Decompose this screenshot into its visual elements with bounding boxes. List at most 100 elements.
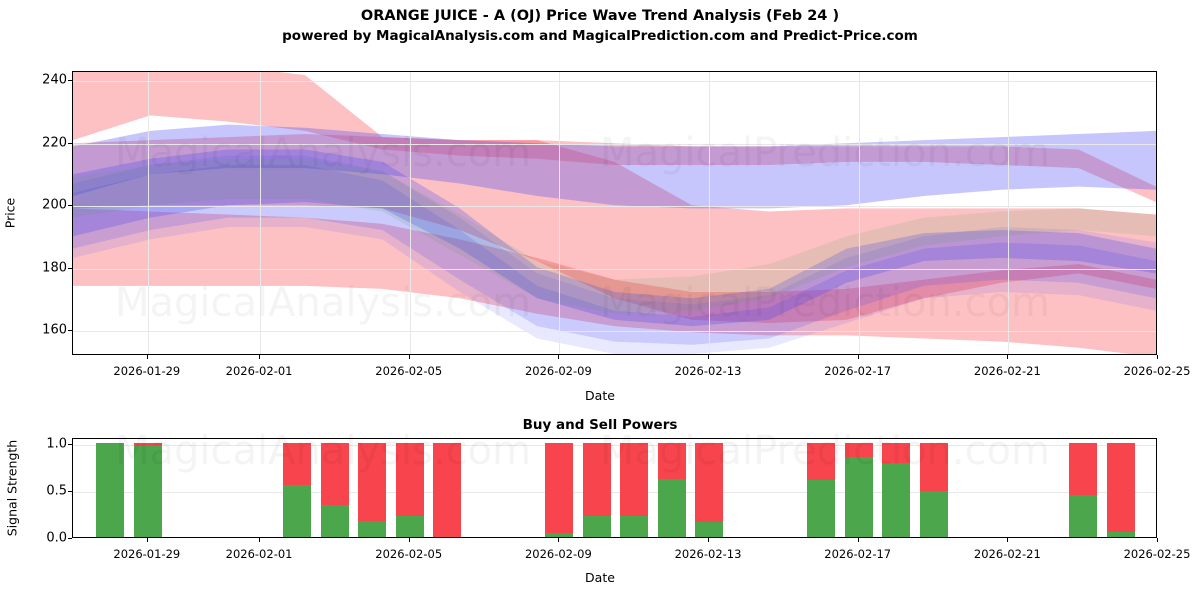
signal-bar[interactable] — [320, 442, 349, 537]
price-chart-plot-area — [72, 71, 1157, 355]
signal-bar[interactable] — [882, 442, 911, 537]
price-chart-x-axis-label: Date — [585, 388, 615, 403]
price-x-tick-label: 2026-02-09 — [524, 364, 592, 378]
price-gridline-v — [1008, 72, 1010, 354]
price-x-tick-mark — [146, 355, 148, 359]
signal-bar[interactable] — [96, 442, 125, 537]
price-x-tick-mark — [1157, 355, 1158, 359]
signal-bar-sell-segment — [358, 442, 387, 521]
signal-x-tick-label: 2026-02-13 — [674, 547, 742, 561]
price-gridline-h — [73, 206, 1156, 208]
signal-bar-sell-segment — [320, 442, 349, 505]
price-y-tick-label: 220 — [42, 135, 67, 151]
signal-x-tick-mark — [558, 538, 560, 542]
signal-bar[interactable] — [395, 442, 424, 537]
signal-bar-sell-segment — [582, 442, 611, 517]
signal-bar[interactable] — [545, 442, 574, 537]
signal-bar[interactable] — [1106, 442, 1135, 537]
signal-bar-sell-segment — [844, 442, 873, 457]
signal-bar[interactable] — [283, 442, 312, 537]
signal-x-tick-label: 2026-02-25 — [1123, 547, 1191, 561]
signal-y-tick-label: 1.0 — [46, 436, 67, 452]
signal-bar-buy-segment — [620, 516, 649, 537]
signal-y-tick-label: 0.5 — [46, 483, 67, 499]
price-x-tick-label: 2026-02-01 — [225, 364, 293, 378]
signal-y-tick-mark — [68, 538, 72, 539]
signal-x-tick-mark — [259, 538, 261, 542]
signal-bar[interactable] — [1069, 442, 1098, 537]
price-gridline-v — [559, 72, 561, 354]
price-y-tick-mark — [68, 267, 72, 269]
signal-x-tick-label: 2026-02-09 — [524, 547, 592, 561]
signal-chart-x-axis-label: Date — [585, 570, 615, 585]
signal-bar-buy-segment — [882, 463, 911, 537]
price-band-green-band — [73, 158, 1156, 314]
price-x-tick-label: 2026-02-17 — [824, 364, 892, 378]
price-gridline-h — [73, 143, 1156, 145]
price-y-tick-label: 160 — [42, 322, 67, 338]
signal-bar-sell-segment — [545, 442, 574, 534]
signal-y-tick-mark — [68, 443, 72, 445]
price-gridline-v — [147, 72, 149, 354]
signal-bar[interactable] — [133, 442, 162, 537]
signal-bar[interactable] — [620, 442, 649, 537]
price-gridline-v — [858, 72, 860, 354]
price-band-blue-band-upper — [73, 124, 1156, 209]
price-y-tick-label: 200 — [42, 197, 67, 213]
signal-bar[interactable] — [657, 442, 686, 537]
price-gridline-h — [73, 81, 1156, 83]
price-x-tick-mark — [259, 355, 261, 359]
price-x-tick-label: 2026-01-29 — [113, 364, 181, 378]
signal-bar[interactable] — [582, 442, 611, 537]
figure-title-block: ORANGE JUICE - A (OJ) Price Wave Trend A… — [0, 6, 1200, 46]
signal-bar-buy-segment — [96, 442, 125, 537]
price-band-blue-band-lower — [73, 164, 1156, 345]
price-band-red-band-upper — [73, 72, 1156, 203]
price-y-tick-mark — [68, 80, 72, 82]
signal-bar-sell-segment — [395, 442, 424, 517]
signal-bar-sell-segment — [882, 442, 911, 464]
signal-bar[interactable] — [358, 442, 387, 537]
signal-bar-sell-segment — [919, 442, 948, 491]
signal-x-tick-mark — [1007, 538, 1009, 542]
signal-x-tick-label: 2026-02-21 — [973, 547, 1041, 561]
signal-x-tick-mark — [1157, 538, 1158, 542]
price-gridline-h — [73, 268, 1156, 270]
price-y-tick-mark — [68, 142, 72, 144]
signal-chart-plot-area — [72, 438, 1157, 538]
signal-bar-buy-segment — [395, 516, 424, 537]
signal-bar[interactable] — [919, 442, 948, 537]
price-gridline-v — [260, 72, 262, 354]
signal-bar[interactable] — [844, 442, 873, 537]
price-band-red-band-mid — [73, 133, 1156, 324]
price-band-red-band-lower — [73, 208, 1156, 354]
signal-x-tick-label: 2026-02-01 — [225, 547, 293, 561]
signal-bar-buy-segment — [133, 445, 162, 537]
signal-bar-buy-segment — [320, 504, 349, 537]
price-x-tick-mark — [558, 355, 560, 359]
signal-bar-buy-segment — [582, 516, 611, 537]
signal-bar-sell-segment — [433, 442, 462, 537]
price-y-tick-label: 240 — [42, 72, 67, 88]
price-x-tick-mark — [408, 355, 410, 359]
price-x-tick-label: 2026-02-05 — [375, 364, 443, 378]
price-gridline-v — [409, 72, 411, 354]
signal-bar[interactable] — [807, 442, 836, 537]
signal-bar-buy-segment — [545, 533, 574, 537]
price-gridline-h — [73, 331, 1156, 333]
price-x-tick-label: 2026-02-13 — [674, 364, 742, 378]
signal-gridline-h — [73, 444, 1156, 446]
signal-bar-sell-segment — [1106, 442, 1135, 533]
signal-bar-sell-segment — [1069, 442, 1098, 495]
signal-bar-sell-segment — [657, 442, 686, 480]
signal-bar[interactable] — [695, 442, 724, 537]
signal-x-tick-label: 2026-01-29 — [113, 547, 181, 561]
price-y-tick-mark — [68, 205, 72, 207]
signal-bar-sell-segment — [620, 442, 649, 517]
signal-bar[interactable] — [433, 442, 462, 537]
signal-y-tick-mark — [68, 490, 72, 492]
price-y-tick-label: 180 — [42, 260, 67, 276]
signal-x-tick-mark — [857, 538, 859, 542]
signal-x-tick-mark — [146, 538, 148, 542]
